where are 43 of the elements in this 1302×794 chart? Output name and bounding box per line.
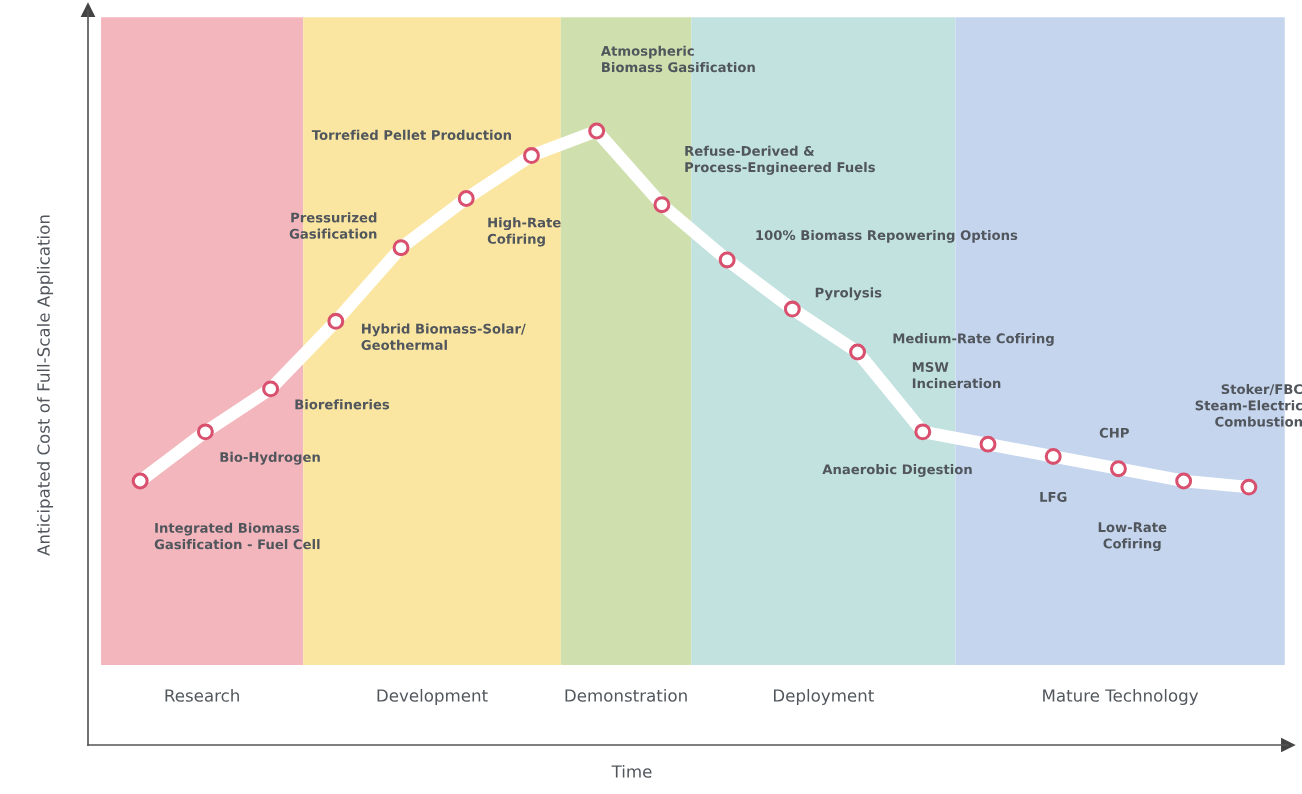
annotation: Low-Rate Cofiring — [1098, 522, 1167, 552]
point — [262, 380, 280, 398]
point — [1240, 478, 1258, 496]
annotation: Anaerobic Digestion — [822, 464, 972, 477]
point — [523, 147, 540, 165]
y-axis-title: Anticipated Cost of Full-Scale Application — [36, 215, 54, 556]
annotation: Biorefineries — [295, 399, 390, 410]
point — [457, 190, 475, 208]
point — [327, 312, 345, 330]
annotation: Medium-Rate Cofiring — [893, 333, 1054, 346]
annotation: Research — [165, 688, 239, 702]
annotation: Deployment — [773, 688, 874, 706]
annotation: Pyrolysis — [815, 287, 882, 301]
annotation: Pressurized Gasification — [289, 212, 377, 239]
annotation: MSW Incineration — [912, 362, 1001, 389]
annotation: High-Rate Cofiring — [487, 217, 561, 247]
point — [588, 122, 606, 140]
annotation: Bio-Hydrogen — [220, 451, 320, 465]
annotation: LFG — [1040, 491, 1067, 502]
annotation: Refuse-Derived & Process-Engineered Fuels — [685, 145, 875, 175]
annotation: 100% Biomass Repowering Options — [756, 229, 1018, 243]
point — [783, 300, 801, 318]
annotation: Development — [377, 688, 488, 706]
point — [979, 435, 997, 453]
point — [653, 196, 671, 214]
annotation: CHP — [1099, 427, 1129, 438]
point — [849, 343, 867, 361]
point — [914, 423, 932, 441]
annotation: Mature Technology — [1043, 688, 1199, 706]
annotation: Torrefied Pellet Production — [311, 129, 511, 140]
point — [1175, 472, 1193, 490]
annotation: Integrated Biomass Gasification - Fuel Cell — [154, 522, 320, 550]
x-axis-title: Time — [611, 764, 652, 778]
point — [131, 472, 149, 490]
text: Atmospheric Biomass Gasification — [600, 45, 755, 73]
annotation: Hybrid Biomass-Solar/ Geothermal — [361, 323, 526, 351]
point — [1044, 447, 1062, 465]
point — [1109, 460, 1127, 478]
point — [718, 251, 736, 269]
annotation: Stoker/FBC Steam-Electric Combustion — [1195, 383, 1302, 427]
annotation: Demonstration — [565, 688, 687, 702]
point — [196, 423, 214, 441]
point — [392, 239, 410, 257]
